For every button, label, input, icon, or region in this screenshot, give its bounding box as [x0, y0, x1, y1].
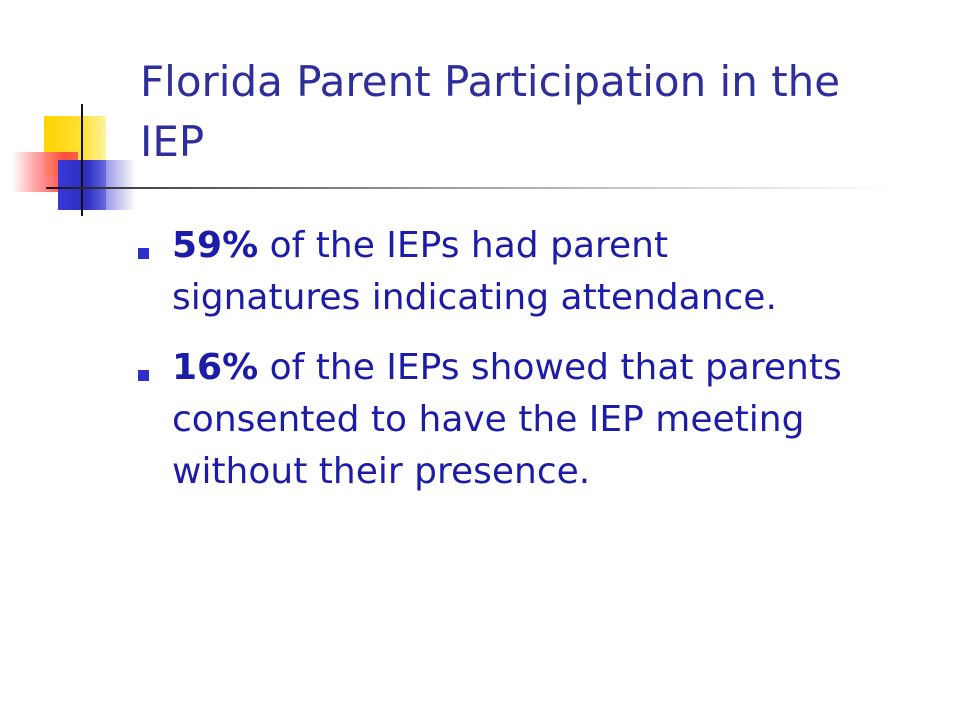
bullet-item: 59% of the IEPs had parent signatures in…: [136, 220, 856, 324]
square-bullet-icon: [138, 370, 149, 381]
bullet-item: 16% of the IEPs showed that parents cons…: [136, 342, 856, 498]
bullet-stat: 59%: [172, 225, 259, 266]
square-bullet-icon: [138, 248, 149, 259]
bullet-text: of the IEPs had parent signatures indica…: [172, 225, 777, 318]
bullet-text: of the IEPs showed that parents consente…: [172, 347, 842, 492]
logo-vertical-line: [81, 104, 83, 216]
bullet-stat: 16%: [172, 347, 259, 388]
logo-blue-fade: [106, 160, 136, 210]
slide-title: Florida Parent Participation in the IEP: [140, 57, 841, 166]
bullet-list: 59% of the IEPs had parent signatures in…: [136, 220, 856, 516]
title-underline: [46, 187, 896, 189]
